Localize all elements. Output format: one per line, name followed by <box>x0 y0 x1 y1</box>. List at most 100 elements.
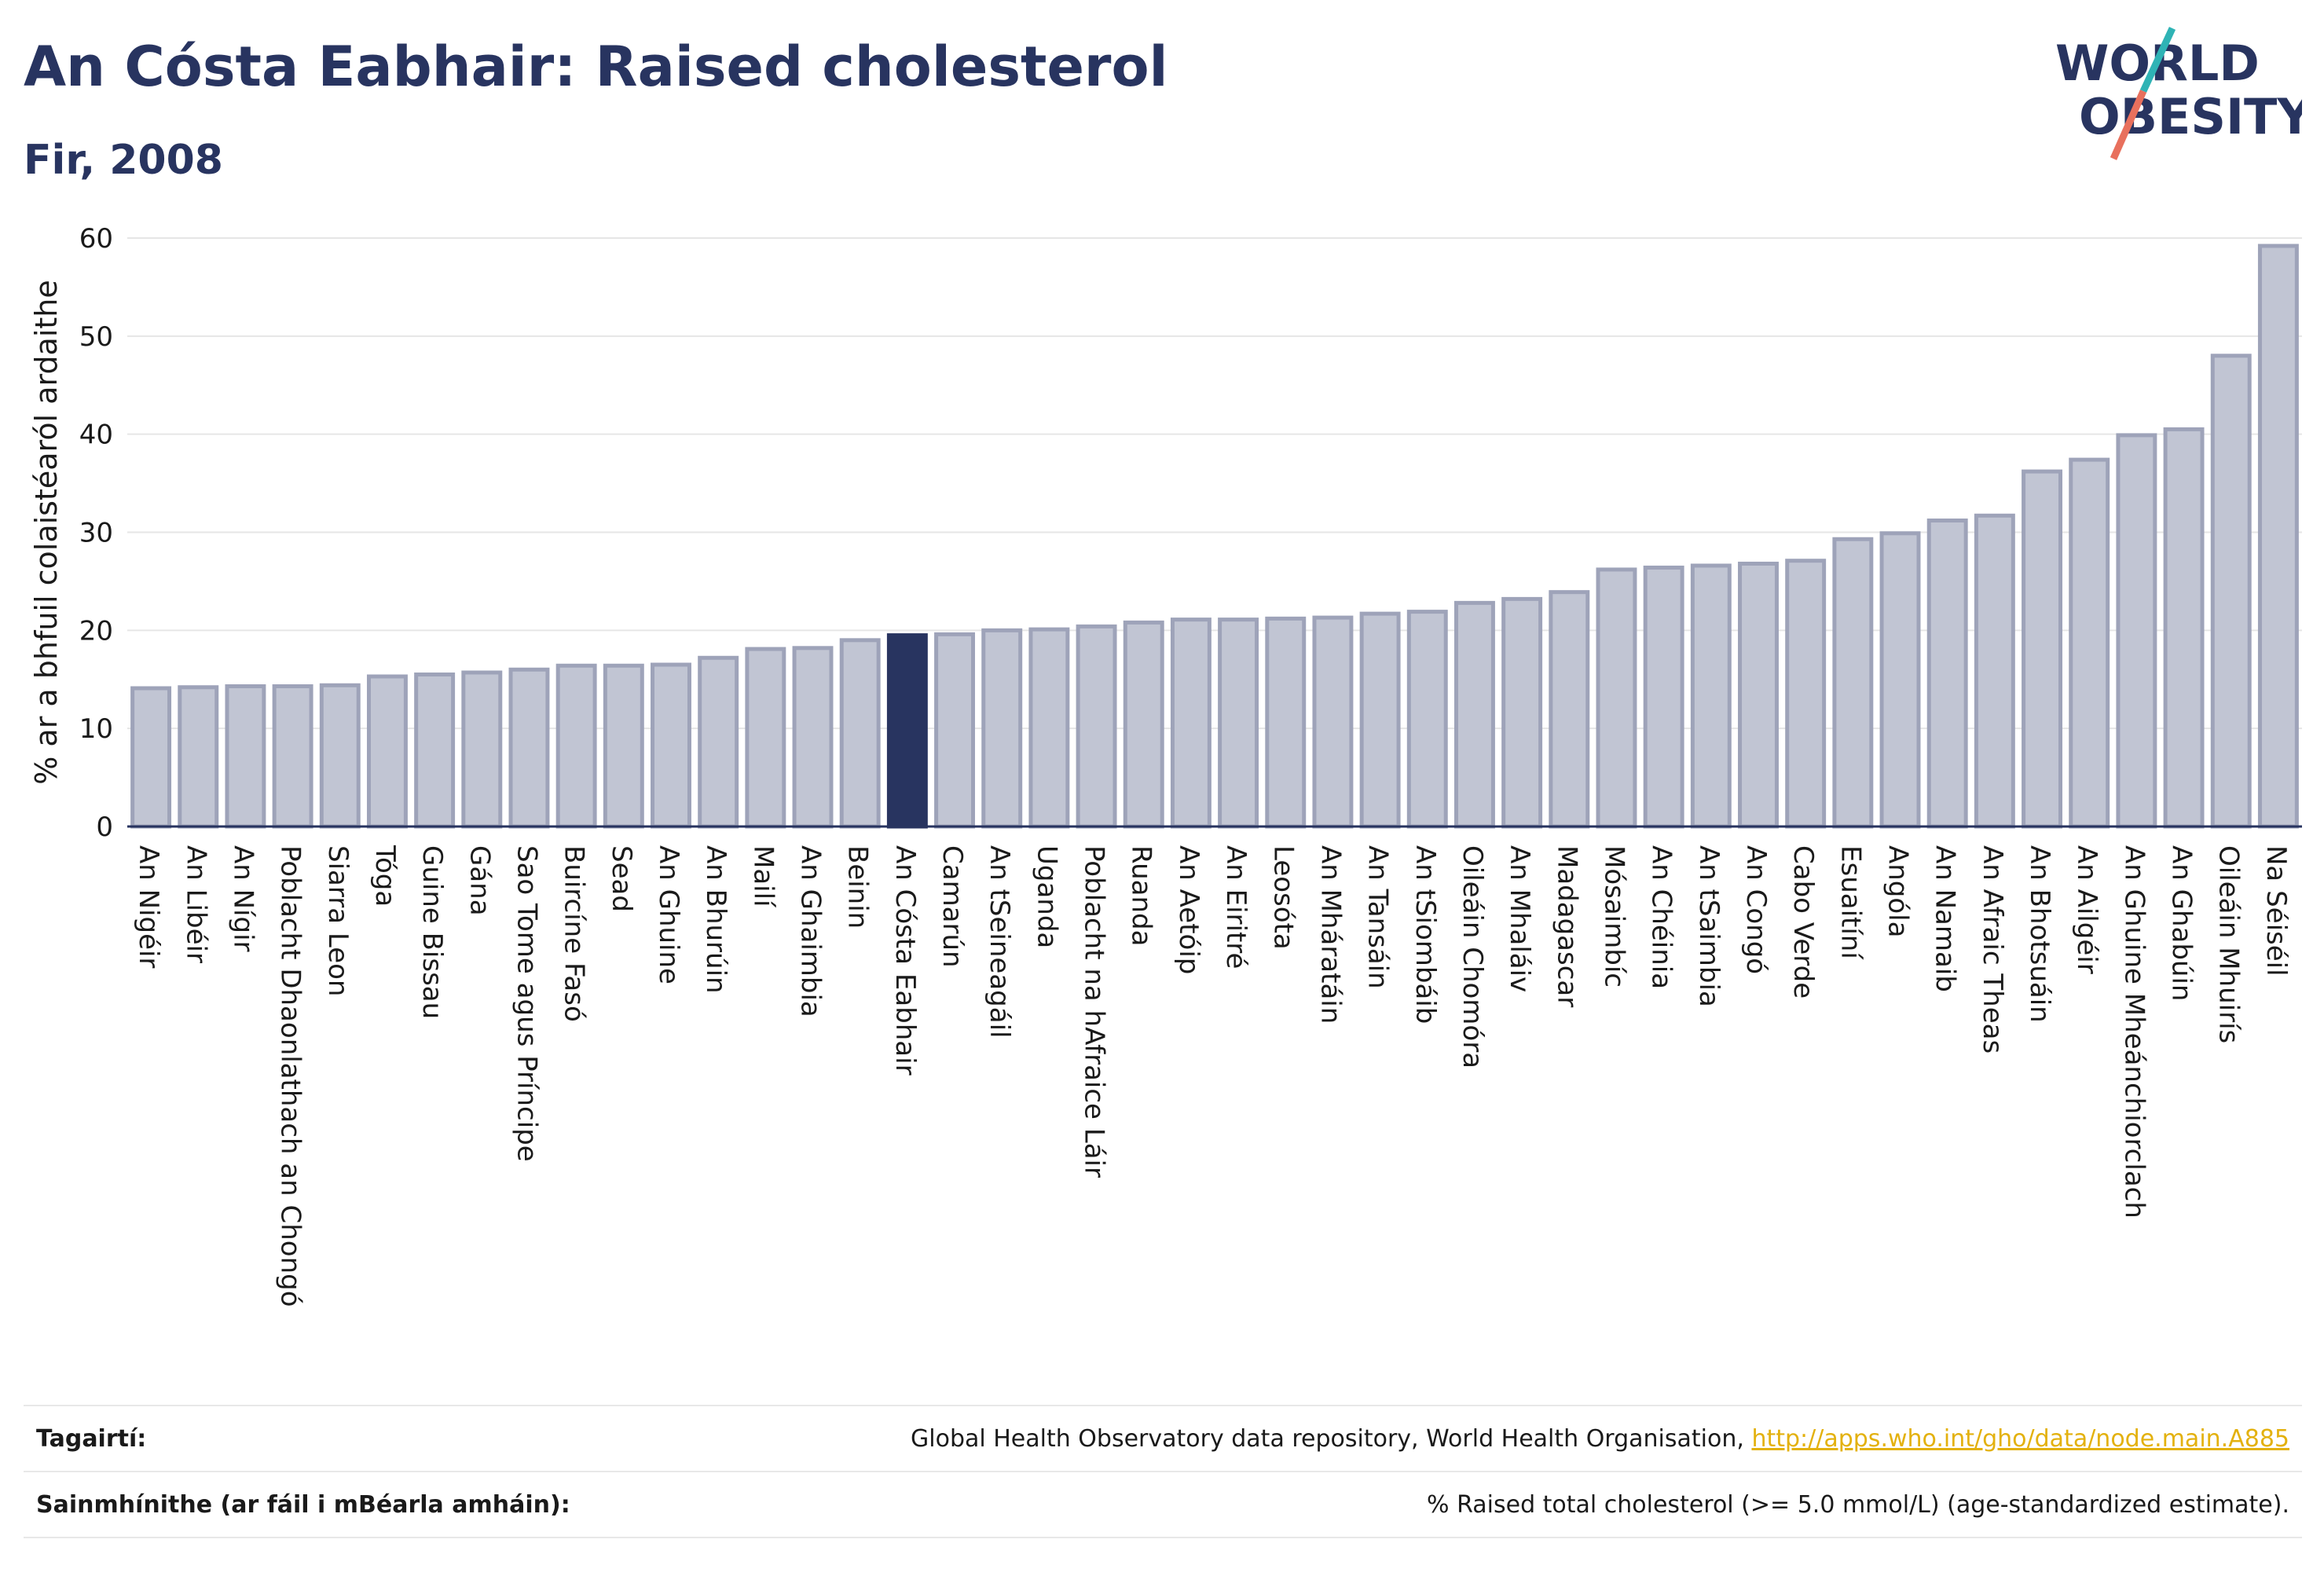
x-tick-label: An Ghuine <box>653 845 684 984</box>
x-tick-label: Cabo Verde <box>1787 845 1819 999</box>
y-axis-label: % ar a bhfuil colaistéaról ardaithe <box>29 280 64 785</box>
x-tick-label: An Bhotsuáin <box>2024 845 2055 1023</box>
bar <box>2257 244 2299 829</box>
x-tick-label: An Eiritré <box>1220 845 1252 969</box>
x-tick-label: An tSiombáib <box>1409 845 1441 1024</box>
x-tick-label: Beinin <box>842 845 874 929</box>
x-tick-label: An Ghuine Mheánchiorclach <box>2118 845 2150 1219</box>
bar-chart: 0 10 20 30 40 50 60 An Nigéir An Libéir An Nígir… <box>29 223 2302 1307</box>
x-tick-label: Tóga <box>369 845 401 907</box>
y-tick-label: 40 <box>79 420 113 451</box>
x-tick-label: Madagascar <box>1551 845 1582 1007</box>
bar <box>225 684 266 829</box>
chart-title: An Cósta Eabhair: Raised cholesterol <box>24 35 1168 99</box>
x-tick-label: Angóla <box>1882 845 1914 937</box>
x-tick-label: Uganda <box>1031 845 1062 948</box>
x-tick-label: An Aetóip <box>1173 845 1204 974</box>
x-tick-label: An Chéinia <box>1646 845 1677 989</box>
y-tick-label: 50 <box>79 321 113 353</box>
bar <box>2022 469 2063 829</box>
x-tick-label: An Cósta Eabhair <box>889 845 921 1076</box>
bar <box>1453 600 1495 829</box>
x-tick-label: An Ghaimbia <box>795 845 827 1017</box>
references-link[interactable]: http://apps.who.int/gho/data/node.main.A… <box>1751 1424 2289 1453</box>
x-tick-label: An Nigéir <box>133 845 164 968</box>
bar <box>1406 610 1448 829</box>
bars <box>130 244 2299 829</box>
y-tick-label: 0 <box>96 812 113 843</box>
x-tick-label: Sao Tome agus Príncipe <box>511 845 542 1162</box>
x-tick-label: An Mhaláiv <box>1504 845 1535 992</box>
x-tick-label: An Ghabúin <box>2166 845 2198 1001</box>
bar <box>839 638 881 829</box>
bar <box>414 673 456 829</box>
x-tick-label: An tSeineagáil <box>984 845 1015 1039</box>
x-tick-label: An Nígir <box>227 845 258 952</box>
x-tick-label: Leosóta <box>1267 845 1299 950</box>
bar <box>508 667 550 829</box>
bar <box>1926 519 1968 829</box>
x-tick-label: An Bhurúin <box>700 845 731 994</box>
x-tick-label: Siarra Leon <box>322 845 354 996</box>
x-tick-label: Oileáin Chomóra <box>1457 845 1488 1068</box>
bar <box>1076 624 1117 829</box>
bar <box>130 686 172 829</box>
references-row: Tagairtí: Global Health Observatory data… <box>24 1405 2302 1471</box>
x-tick-label: Mailí <box>747 845 779 908</box>
bar <box>1359 611 1401 829</box>
x-tick-label: An Tansáin <box>1362 845 1394 989</box>
bar <box>1501 596 1543 829</box>
bar <box>178 685 219 829</box>
bar <box>1879 531 1921 829</box>
bar <box>1123 620 1164 829</box>
bar <box>1312 615 1354 829</box>
bar-highlighted <box>886 633 928 829</box>
y-tick-label: 60 <box>79 223 113 255</box>
references-text: Global Health Observatory data repositor… <box>911 1424 1752 1453</box>
y-tick-label: 10 <box>79 713 113 745</box>
bar <box>651 662 691 829</box>
x-tick-label: An Afraic Theas <box>1977 845 2008 1054</box>
bar <box>1974 513 2015 829</box>
y-tick-label: 30 <box>79 518 113 549</box>
x-tick-label: Guine Bissau <box>416 845 448 1019</box>
world-obesity-logo: WORLD OBESITY <box>2055 27 2302 160</box>
x-tick-label: An Congó <box>1740 845 1772 974</box>
bar <box>1785 559 1827 829</box>
x-tick-label: Na Séiséil <box>2260 845 2292 977</box>
x-tick-label: Gána <box>464 845 495 916</box>
definitions-label: Sainmhínithe (ar fáil i mBéarla amháin): <box>36 1490 570 1519</box>
bar <box>792 646 834 829</box>
bar <box>1832 537 1874 829</box>
bar <box>745 647 786 829</box>
bar <box>2116 433 2157 829</box>
logo-slash-coral <box>2110 90 2147 160</box>
x-tick-label: Mósaimbíc <box>1598 845 1629 988</box>
bar <box>1690 563 1732 829</box>
definitions-row: Sainmhínithe (ar fáil i mBéarla amháin):… <box>24 1471 2302 1538</box>
x-axis: An Nigéir An Libéir An Nígir Poblacht Dhaon… <box>127 825 2302 1307</box>
y-tick-label: 20 <box>79 615 113 647</box>
bar <box>2210 354 2252 829</box>
x-tick-label: Ruanda <box>1126 845 1157 946</box>
bar <box>1643 565 1684 829</box>
bar <box>1028 627 1070 829</box>
x-tick-label: An Mháratáin <box>1314 845 1346 1024</box>
bar <box>1596 567 1637 829</box>
logo-slash-teal <box>2139 27 2176 93</box>
bar <box>1549 590 1590 829</box>
bar <box>272 684 313 829</box>
bar <box>1218 618 1259 829</box>
x-tick-label: Esuaitíní <box>1835 845 1866 960</box>
bar <box>2069 457 2110 829</box>
bar <box>461 670 503 829</box>
x-tick-label: Sead <box>606 845 637 912</box>
footer: Tagairtí: Global Health Observatory data… <box>24 1405 2302 1538</box>
x-tick-label: An Libéir <box>180 845 211 963</box>
bar <box>981 628 1023 829</box>
logo-line2: OBESITY <box>2079 88 2302 145</box>
x-tick-label: An Ailgéir <box>2071 845 2102 974</box>
x-tick-label: Buircíne Fasó <box>559 845 590 1022</box>
bar <box>1738 561 1779 829</box>
chart-subtitle: Fir, 2008 <box>24 137 223 184</box>
